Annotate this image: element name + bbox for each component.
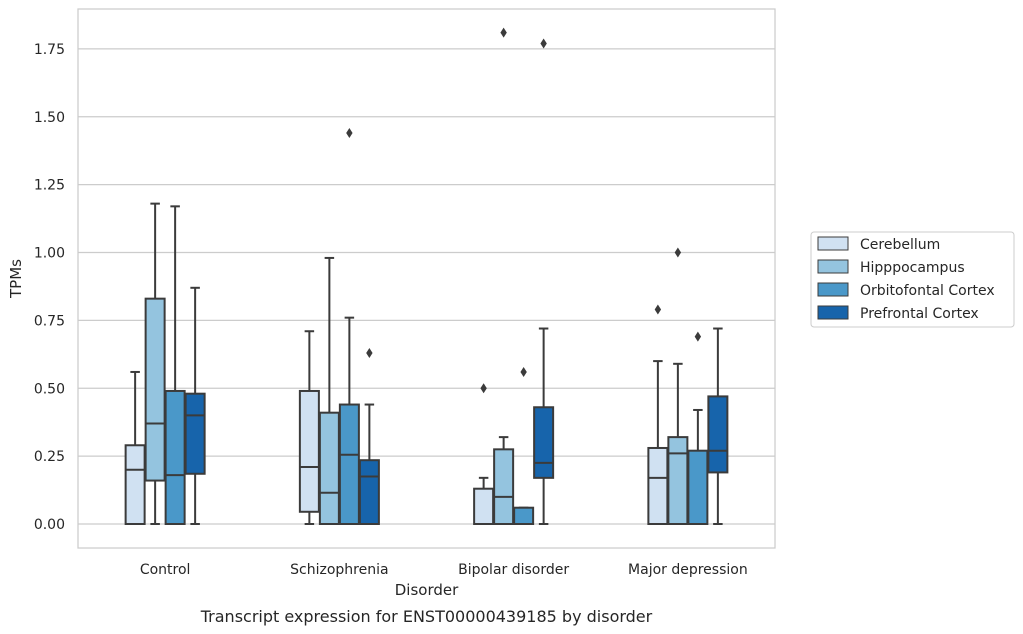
box-rect [493,448,515,525]
box-rect [184,392,206,475]
y-tick-label-3: 0.75 [34,313,65,329]
chart-caption: Transcript expression for ENST0000043918… [200,607,653,626]
x-tick-label-1: Schizophrenia [290,562,388,578]
y-tick-labels: 0.00 0.25 0.50 0.75 1.00 1.25 1.50 1.75 [34,42,65,533]
legend-label-0: Cerebellum [860,237,940,253]
legend: Cerebellum Hipppocampus Orbitofontal Corte… [810,231,1015,328]
outlier-point-0 [480,383,487,394]
y-tick-label-0: 0.00 [34,517,65,533]
outlier-point-0 [346,128,353,139]
legend-label-3: Prefrontal Cortex [860,306,979,322]
box-2-1 [493,27,515,525]
box-rect [164,389,186,525]
box-0-0 [124,370,146,526]
box-0-3 [184,286,206,525]
box-3-2 [687,331,709,526]
outlier-point-0 [654,304,662,315]
box-1-3 [358,347,380,526]
plot-frame [77,8,776,549]
box-3-0 [647,304,669,526]
box-3-1 [667,247,689,525]
box-1-0 [298,330,320,525]
x-tick-label-2: Bipolar disorder [458,562,569,578]
x-tick-labels: Control Schizophrenia Bipolar disorder Majo… [140,562,748,578]
box-0-1 [144,202,166,525]
box-rect [144,297,166,482]
box-0-2 [164,205,186,525]
legend-items: Cerebellum Hipppocampus Orbitofontal Corte… [817,236,995,322]
box-rect [513,506,535,525]
y-tick-label-5: 1.25 [34,178,65,194]
box-rect [124,444,146,526]
outlier-point-0 [520,366,527,377]
x-tick-label-3: Major depression [628,562,748,578]
box-1-1 [318,256,340,525]
legend-frame [810,231,1015,328]
legend-swatch-2 [817,282,849,297]
box-rect [707,395,729,474]
box-rect [318,411,340,525]
legend-swatch-0 [817,236,849,251]
y-axis-label: TPMs [7,259,25,299]
outlier-point-0 [694,331,702,342]
legend-label-1: Hipppocampus [860,260,965,276]
box-2-3 [533,38,555,525]
box-rect [358,459,380,526]
box-rect [473,487,495,525]
legend-swatch-1 [817,259,849,274]
box-series-layer [124,27,729,526]
outlier-point-0 [500,27,507,38]
y-tick-label-6: 1.50 [34,110,65,126]
outlier-point-0 [366,347,373,358]
y-tick-label-7: 1.75 [34,42,65,58]
x-axis-label: Disorder [395,581,459,599]
box-rect [667,436,689,525]
box-rect [533,406,555,479]
x-tick-label-0: Control [140,562,191,578]
y-tick-label-4: 1.00 [34,246,65,262]
y-tick-label-2: 0.50 [34,381,65,397]
box-rect [647,446,669,526]
box-3-3 [707,327,729,525]
y-tick-label-1: 0.25 [34,449,65,465]
legend-label-2: Orbitofontal Cortex [860,283,995,299]
box-rect [298,389,320,513]
outlier-point-0 [540,38,547,49]
box-rect [687,449,709,526]
legend-swatch-3 [817,305,849,320]
box-2-2 [513,366,535,525]
box-rect [338,403,360,526]
outlier-point-0 [674,247,682,258]
